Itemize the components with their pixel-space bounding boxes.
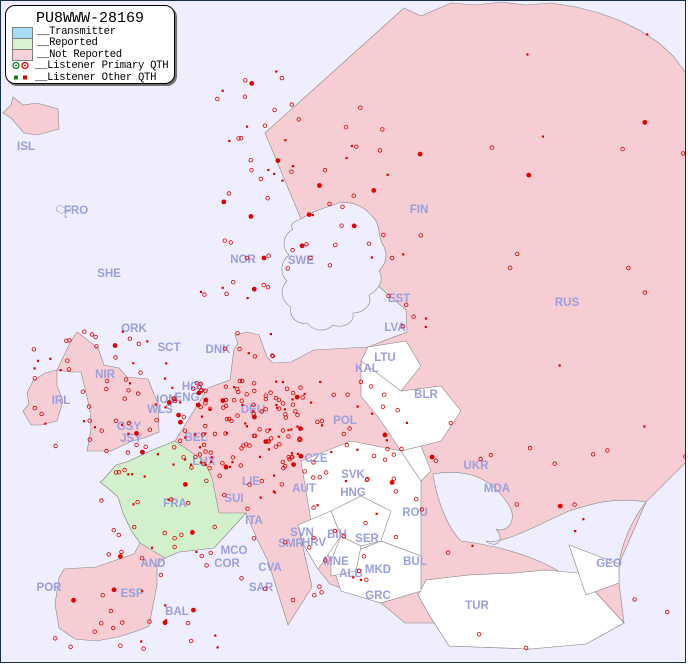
- svg-text:UKR: UKR: [464, 460, 490, 472]
- svg-text:TUR: TUR: [465, 600, 489, 612]
- svg-text:AND: AND: [141, 558, 166, 570]
- svg-text:CZE: CZE: [305, 453, 328, 465]
- svg-text:JSY: JSY: [120, 433, 142, 445]
- svg-text:GRC: GRC: [365, 590, 391, 602]
- svg-text:MNE: MNE: [323, 556, 349, 568]
- svg-text:GSY: GSY: [117, 421, 142, 433]
- svg-text:SVK: SVK: [341, 469, 365, 481]
- svg-text:ENG: ENG: [175, 392, 200, 404]
- svg-text:ORK: ORK: [121, 323, 147, 335]
- svg-text:SHE: SHE: [97, 268, 121, 280]
- svg-text:GEO: GEO: [596, 558, 622, 570]
- svg-text:CVA: CVA: [258, 562, 281, 574]
- svg-text:SCT: SCT: [158, 342, 181, 354]
- svg-text:KAL: KAL: [355, 363, 379, 375]
- svg-text:POL: POL: [333, 415, 357, 427]
- svg-text:ISL: ISL: [17, 141, 35, 153]
- svg-text:LIE: LIE: [242, 476, 260, 488]
- svg-text:MDA: MDA: [484, 483, 510, 495]
- svg-text:SER: SER: [355, 533, 379, 545]
- svg-text:HRV: HRV: [302, 537, 326, 549]
- svg-text:ESP: ESP: [120, 588, 143, 600]
- svg-text:COR: COR: [214, 558, 240, 570]
- svg-text:IRL: IRL: [52, 395, 71, 407]
- svg-text:BUL: BUL: [403, 556, 427, 568]
- svg-text:RUS: RUS: [555, 297, 580, 309]
- svg-text:AUT: AUT: [292, 483, 316, 495]
- svg-text:HNG: HNG: [340, 487, 366, 499]
- svg-text:MCO: MCO: [221, 545, 248, 557]
- svg-text:DNK: DNK: [206, 344, 232, 356]
- svg-text:ROU: ROU: [402, 507, 428, 519]
- svg-text:ITA: ITA: [245, 515, 263, 527]
- svg-text:MKD: MKD: [365, 564, 391, 576]
- svg-text:SMR: SMR: [278, 538, 304, 550]
- svg-text:BLR: BLR: [414, 389, 438, 401]
- svg-text:SAR: SAR: [249, 582, 274, 594]
- svg-text:BAL: BAL: [165, 606, 189, 618]
- svg-text:POR: POR: [37, 582, 63, 594]
- svg-text:SWE: SWE: [288, 255, 315, 267]
- svg-text:NIR: NIR: [95, 369, 116, 381]
- svg-text:SUI: SUI: [224, 493, 243, 505]
- svg-text:NOR: NOR: [230, 254, 256, 266]
- svg-text:FIN: FIN: [410, 204, 429, 216]
- svg-text:FRO: FRO: [64, 205, 88, 217]
- svg-text:ALB: ALB: [339, 568, 363, 580]
- svg-text:FRA: FRA: [163, 498, 187, 510]
- svg-text:WLS: WLS: [147, 404, 173, 416]
